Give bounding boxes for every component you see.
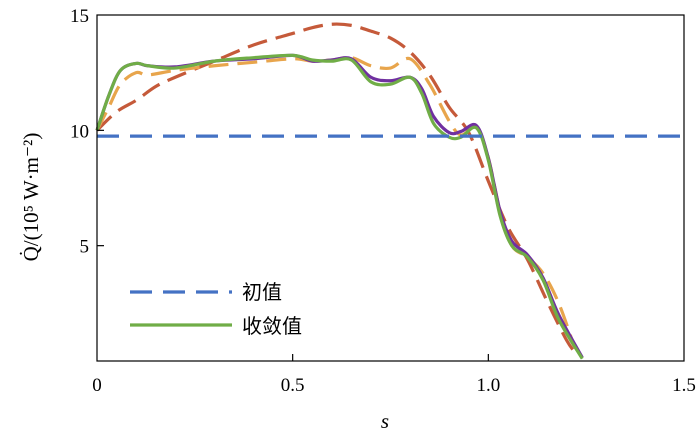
plot-frame: [96, 14, 685, 362]
x-tick-label: 1.5: [672, 375, 696, 396]
y-tick-label: 10: [70, 121, 89, 142]
series-line-1: [95, 22, 580, 358]
legend-label-initial: 初值: [242, 280, 282, 304]
x-tick-label: 0: [92, 375, 102, 396]
x-tick-label: 0.5: [281, 375, 305, 396]
legend: 初值 收敛值: [130, 280, 302, 338]
series-line-3: [95, 53, 584, 359]
y-axis-label-text: Q̇/(10⁵ W·m⁻²): [19, 133, 43, 262]
series-line-2: [95, 55, 576, 348]
series-layer: [95, 22, 684, 360]
y-tick-label: 15: [70, 6, 89, 27]
x-axis-label: s: [381, 409, 389, 433]
tick-layer: 0 0.5 1.0 1.5 5 10 15: [70, 6, 696, 396]
legend-label-converged: 收敛值: [242, 314, 302, 338]
y-axis-label: Q̇/(10⁵ W·m⁻²): [19, 133, 43, 262]
x-tick-label: 1.0: [476, 375, 500, 396]
y-tick-label: 5: [80, 237, 90, 258]
series-line-4: [95, 53, 584, 360]
